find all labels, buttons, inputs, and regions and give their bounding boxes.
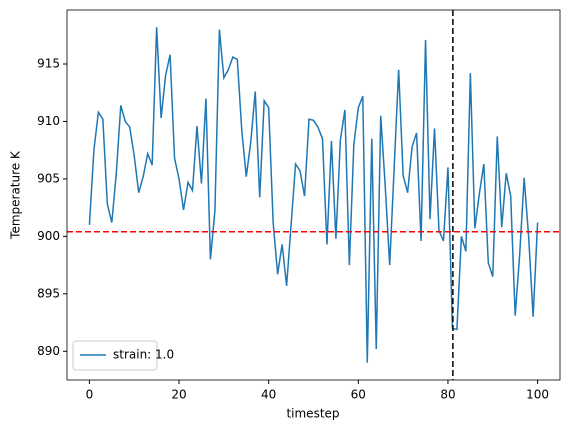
y-tick-label: 915 [37, 57, 60, 71]
x-tick-label: 40 [261, 388, 276, 402]
legend-box [72, 340, 158, 371]
y-tick-label: 895 [37, 286, 60, 300]
y-tick-label: 910 [37, 114, 60, 128]
x-axis-label: timestep [286, 407, 339, 421]
x-tick-label: 80 [440, 388, 455, 402]
y-tick-label: 905 [37, 171, 60, 185]
data-line [88, 27, 539, 363]
y-tick-label: 890 [37, 344, 60, 358]
y-axis-label: Temperature K [9, 150, 23, 240]
x-tick-label: 100 [526, 388, 549, 402]
x-tick-label: 60 [351, 388, 366, 402]
x-tick-label: 0 [86, 388, 94, 402]
y-tick-label: 900 [37, 229, 60, 243]
plot-frame [66, 9, 561, 381]
legend-label: strain: 1.0 [113, 348, 174, 362]
x-tick-label: 20 [171, 388, 186, 402]
